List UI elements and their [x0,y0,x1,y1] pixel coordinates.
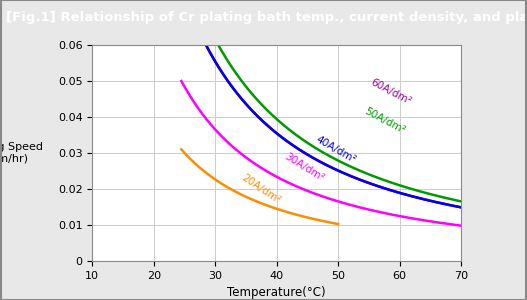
Text: 50A/dm²: 50A/dm² [363,106,407,136]
Text: 30A/dm²: 30A/dm² [283,151,326,184]
Y-axis label: Plating Speed
(mm/hr): Plating Speed (mm/hr) [0,142,43,164]
Text: 20A/dm²: 20A/dm² [240,172,282,206]
Text: 40A/dm²: 40A/dm² [314,134,357,165]
X-axis label: Temperature(°C): Temperature(°C) [227,286,326,299]
Text: 60A/dm²: 60A/dm² [369,77,413,107]
Text: [Fig.1] Relationship of Cr plating bath temp., current density, and plating spee: [Fig.1] Relationship of Cr plating bath … [6,11,527,24]
